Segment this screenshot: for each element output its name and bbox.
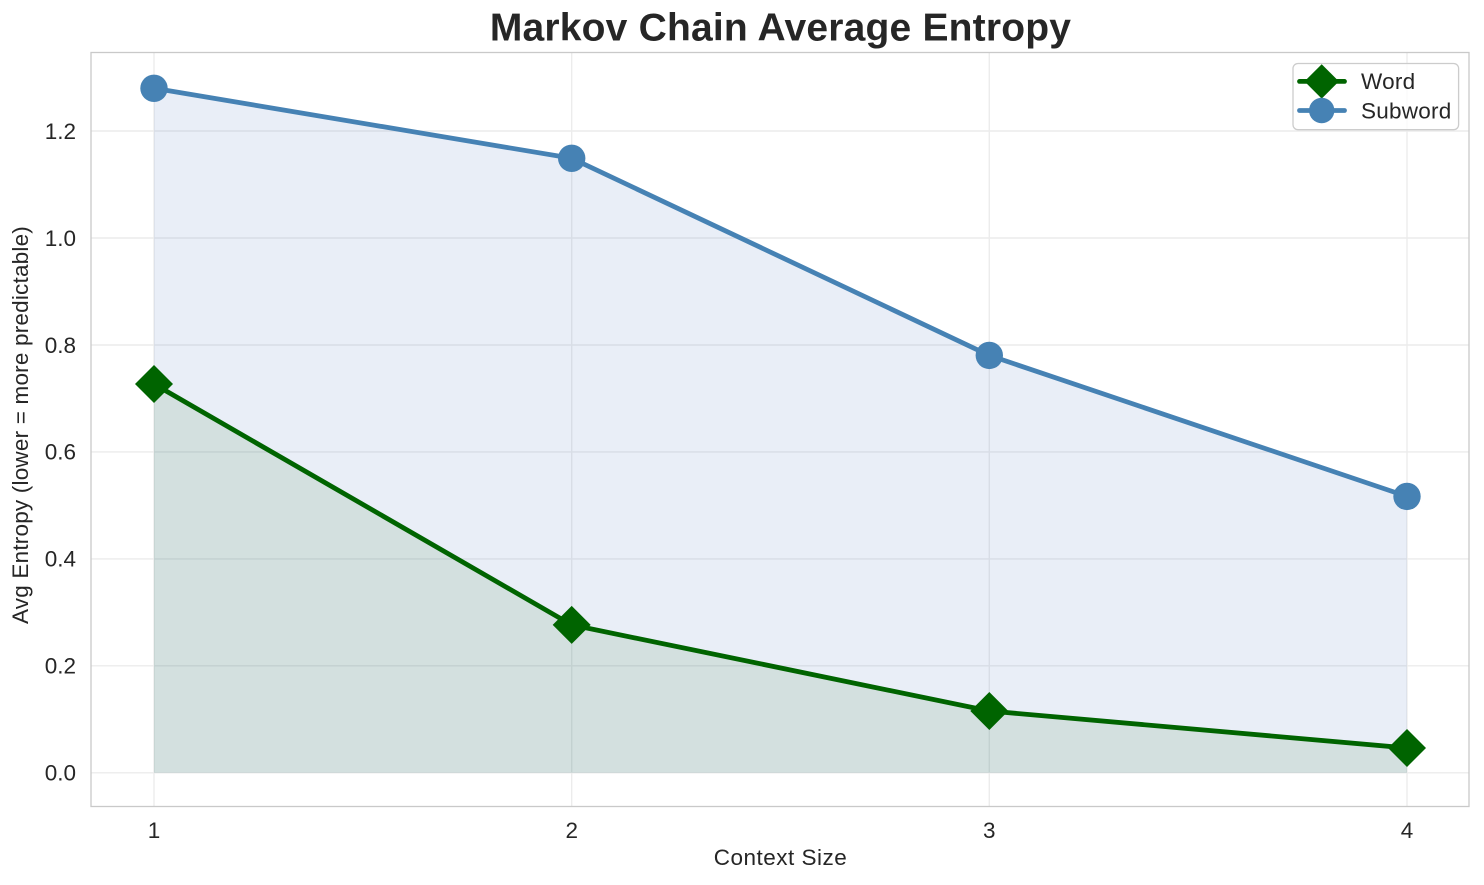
svg-text:3: 3 <box>983 818 996 843</box>
svg-text:Word: Word <box>1361 69 1415 94</box>
svg-text:1.2: 1.2 <box>45 119 76 144</box>
svg-text:0.0: 0.0 <box>45 761 76 786</box>
svg-text:4: 4 <box>1401 818 1414 843</box>
svg-text:1.0: 1.0 <box>45 226 76 251</box>
svg-text:1: 1 <box>148 818 161 843</box>
svg-text:Avg Entropy (lower = more pred: Avg Entropy (lower = more predictable) <box>8 226 33 624</box>
svg-text:Subword: Subword <box>1361 98 1452 123</box>
svg-text:0.8: 0.8 <box>45 333 76 358</box>
svg-text:0.6: 0.6 <box>45 440 76 465</box>
svg-text:0.4: 0.4 <box>45 547 76 572</box>
svg-text:Markov Chain Average Entropy: Markov Chain Average Entropy <box>490 7 1071 50</box>
svg-text:Context Size: Context Size <box>714 845 848 870</box>
svg-text:0.2: 0.2 <box>45 654 76 679</box>
svg-text:2: 2 <box>565 818 578 843</box>
